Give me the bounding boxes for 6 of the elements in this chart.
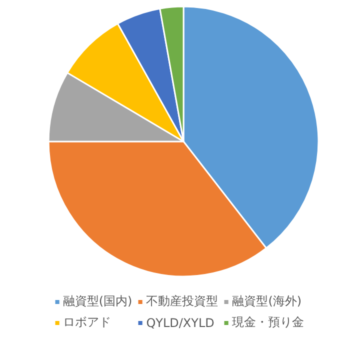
legend-label: 融資型(国内) [62, 293, 132, 310]
legend-label: ロボアド [62, 314, 111, 331]
legend-label: 融資型(海外) [232, 293, 302, 310]
legend-label: QYLD/XYLD [146, 316, 214, 330]
legend-label: 現金・預り金 [232, 314, 304, 331]
legend-label: 不動産投資型 [146, 293, 218, 310]
